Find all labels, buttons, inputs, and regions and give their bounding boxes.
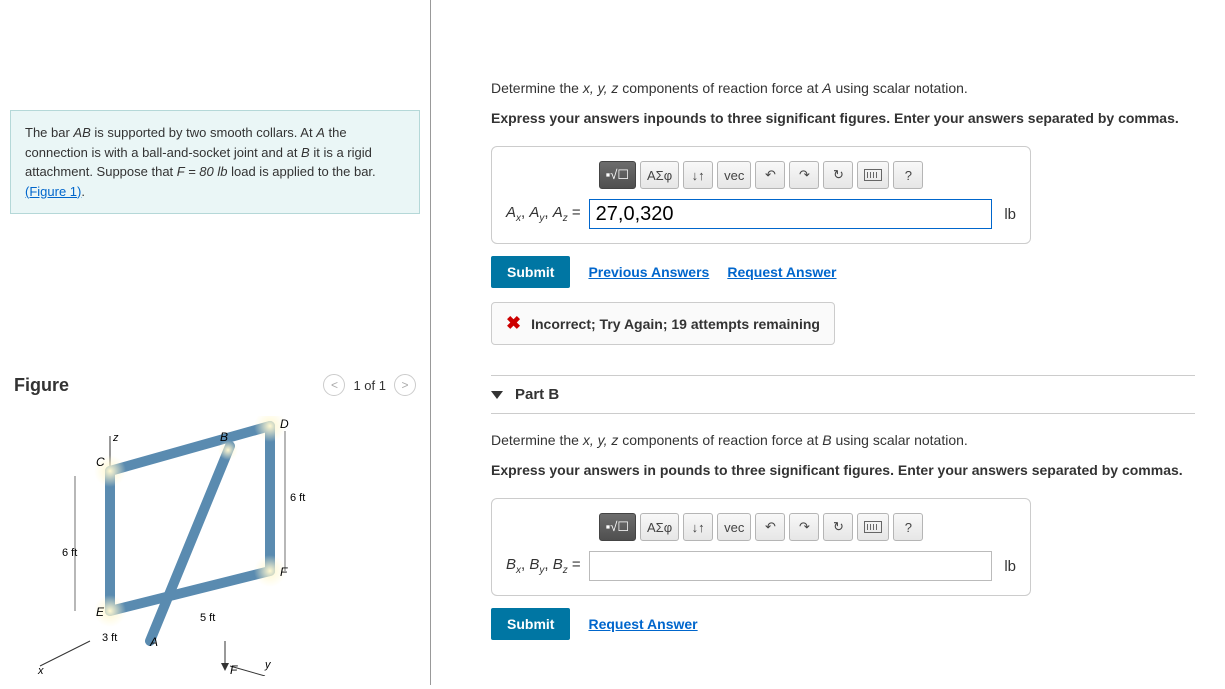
part-b-question: Determine the x, y, z components of reac…: [491, 432, 1195, 448]
subsup-button[interactable]: ↓↑: [683, 161, 713, 189]
svg-text:3 ft: 3 ft: [102, 632, 117, 644]
greek-button[interactable]: ΑΣφ: [640, 161, 679, 189]
svg-text:A: A: [149, 635, 158, 649]
part-b-request-answer-link[interactable]: Request Answer: [588, 616, 697, 632]
figure-nav-text: 1 of 1: [353, 378, 386, 393]
part-b-submit-button[interactable]: Submit: [491, 608, 570, 640]
svg-text:5 ft: 5 ft: [200, 612, 215, 624]
part-b-header[interactable]: Part B: [491, 375, 1195, 414]
vec-button[interactable]: vec: [717, 161, 751, 189]
figure-diagram: B D C E F A F y x z 6 ft 6 ft 5 ft 3 ft: [10, 406, 420, 689]
keyboard-button[interactable]: [857, 513, 889, 541]
part-a-feedback: ✖ Incorrect; Try Again; 19 attempts rema…: [491, 302, 835, 345]
figure-next-button[interactable]: >: [394, 374, 416, 396]
reset-button[interactable]: ↻: [823, 161, 853, 189]
help-button[interactable]: ?: [893, 161, 923, 189]
part-a-answer-box: ▪√☐ ΑΣφ ↓↑ vec ↶ ↷ ↻ ? Ax, Ay, Az = lb: [491, 146, 1031, 244]
svg-text:B: B: [220, 430, 228, 444]
part-a-answer-input[interactable]: [589, 199, 993, 229]
part-a-unit: lb: [1004, 206, 1016, 223]
part-a-request-answer-link[interactable]: Request Answer: [727, 264, 836, 280]
figure-title: Figure: [14, 375, 69, 396]
incorrect-icon: ✖: [506, 313, 521, 334]
svg-text:x: x: [37, 665, 44, 676]
templates-button[interactable]: ▪√☐: [599, 513, 636, 541]
svg-text:C: C: [96, 455, 105, 469]
vec-button[interactable]: vec: [717, 513, 751, 541]
part-a-input-label: Ax, Ay, Az =: [506, 204, 581, 224]
part-b-answer-box: ▪√☐ ΑΣφ ↓↑ vec ↶ ↷ ↻ ? Bx, By, Bz = lb: [491, 498, 1031, 596]
part-b-instruction: Express your answers in pounds to three …: [491, 462, 1195, 478]
figure-link[interactable]: (Figure 1): [25, 184, 81, 199]
svg-text:z: z: [112, 432, 119, 444]
part-a-instruction: Express your answers inpounds to three s…: [491, 110, 1195, 126]
templates-button[interactable]: ▪√☐: [599, 161, 636, 189]
svg-text:E: E: [96, 605, 105, 619]
collapse-arrow-icon: [491, 391, 503, 399]
reset-button[interactable]: ↻: [823, 513, 853, 541]
subsup-button[interactable]: ↓↑: [683, 513, 713, 541]
svg-text:D: D: [280, 417, 289, 431]
greek-button[interactable]: ΑΣφ: [640, 513, 679, 541]
undo-button[interactable]: ↶: [755, 161, 785, 189]
part-a-question: Determine the x, y, z components of reac…: [491, 80, 1195, 96]
part-b-input-label: Bx, By, Bz =: [506, 556, 581, 576]
svg-text:y: y: [264, 659, 272, 671]
redo-button[interactable]: ↷: [789, 161, 819, 189]
help-button[interactable]: ?: [893, 513, 923, 541]
keyboard-button[interactable]: [857, 161, 889, 189]
figure-prev-button[interactable]: <: [323, 374, 345, 396]
undo-button[interactable]: ↶: [755, 513, 785, 541]
svg-text:6 ft: 6 ft: [290, 492, 305, 504]
part-b-unit: lb: [1004, 558, 1016, 575]
redo-button[interactable]: ↷: [789, 513, 819, 541]
svg-text:F: F: [230, 663, 238, 676]
part-a-submit-button[interactable]: Submit: [491, 256, 570, 288]
svg-text:F: F: [280, 565, 288, 579]
part-b-answer-input[interactable]: [589, 551, 993, 581]
problem-statement: The bar AB is supported by two smooth co…: [10, 110, 420, 214]
part-a-previous-answers-link[interactable]: Previous Answers: [588, 264, 709, 280]
